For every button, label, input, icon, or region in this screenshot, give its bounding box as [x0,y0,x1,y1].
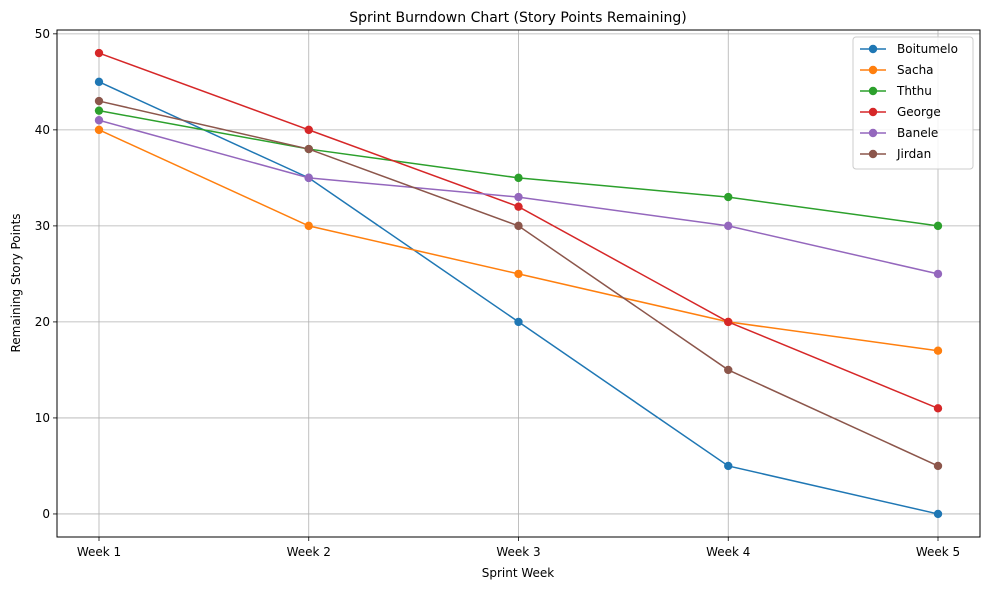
data-point-george [933,404,943,413]
x-tick-label: Week 4 [706,545,750,559]
legend-label: Boitumelo [897,42,958,56]
data-point-boitumelo [94,77,104,87]
data-point-sacha [933,346,943,355]
legend-marker [868,65,878,75]
legend-item-boitumelo: Boitumelo [860,42,958,56]
x-axis-label: Sprint Week [482,566,555,580]
axis-ticks: Week 1 Week 2 Week 3 Week 4 Week 5 0 10 20 30 40 5… [35,27,960,559]
series-sacha [94,125,943,355]
data-point-boitumelo [514,317,523,327]
grid-lines [57,30,980,537]
data-point-banele [94,116,104,125]
data-point-george [94,48,104,58]
y-axis-label: Remaining Story Points [9,213,23,352]
legend-marker [868,128,878,138]
x-tick-label: Week 3 [496,545,540,559]
legend-marker [868,44,878,54]
series-george [94,48,943,413]
data-point-jirdan [514,221,523,231]
data-point-banele [304,173,313,183]
data-point-ththu [724,192,733,202]
series-layer [94,48,943,519]
data-point-jirdan [933,461,943,471]
legend-item-sacha: Sacha [860,63,934,77]
data-point-jirdan [724,365,733,375]
data-point-banele [933,269,943,279]
y-tick-label: 0 [42,507,50,521]
data-point-jirdan [94,96,104,106]
x-tick-label: Week 2 [287,545,331,559]
data-point-boitumelo [724,461,733,471]
y-tick-label: 40 [35,123,50,137]
data-point-sacha [514,269,523,279]
y-tick-label: 30 [35,219,50,233]
legend-item-george: George [860,105,941,119]
series-jirdan [94,96,943,471]
legend: Boitumelo Sacha Ththu George Banele Jirdan [852,36,974,170]
data-point-ththu [514,173,523,183]
data-point-jirdan [304,144,313,154]
legend-item-jirdan: Jirdan [860,147,931,161]
data-point-boitumelo [933,509,943,519]
chart-title: Sprint Burndown Chart (Story Points Rema… [349,10,686,26]
legend-marker [868,107,878,117]
legend-label: Jirdan [896,147,931,161]
legend-item-banele: Banele [860,126,938,140]
legend-label: Banele [897,126,938,140]
data-point-sacha [304,221,313,231]
data-point-banele [724,221,733,231]
data-point-sacha [94,125,104,135]
legend-item-ththu: Ththu [860,84,932,98]
data-point-banele [514,192,523,202]
legend-marker [868,86,878,96]
legend-label: Sacha [897,63,934,77]
legend-label: Ththu [896,84,932,98]
data-point-ththu [94,106,104,115]
legend-label: George [897,105,941,119]
series-banele [94,116,943,279]
y-tick-label: 10 [35,411,50,425]
data-point-ththu [933,221,943,231]
y-tick-label: 20 [35,315,50,329]
data-point-george [514,202,523,211]
data-point-george [304,125,313,135]
x-tick-label: Week 1 [77,545,121,559]
legend-marker [868,149,878,159]
data-point-george [724,317,733,327]
x-tick-label: Week 5 [916,545,960,559]
y-tick-label: 50 [35,27,50,41]
